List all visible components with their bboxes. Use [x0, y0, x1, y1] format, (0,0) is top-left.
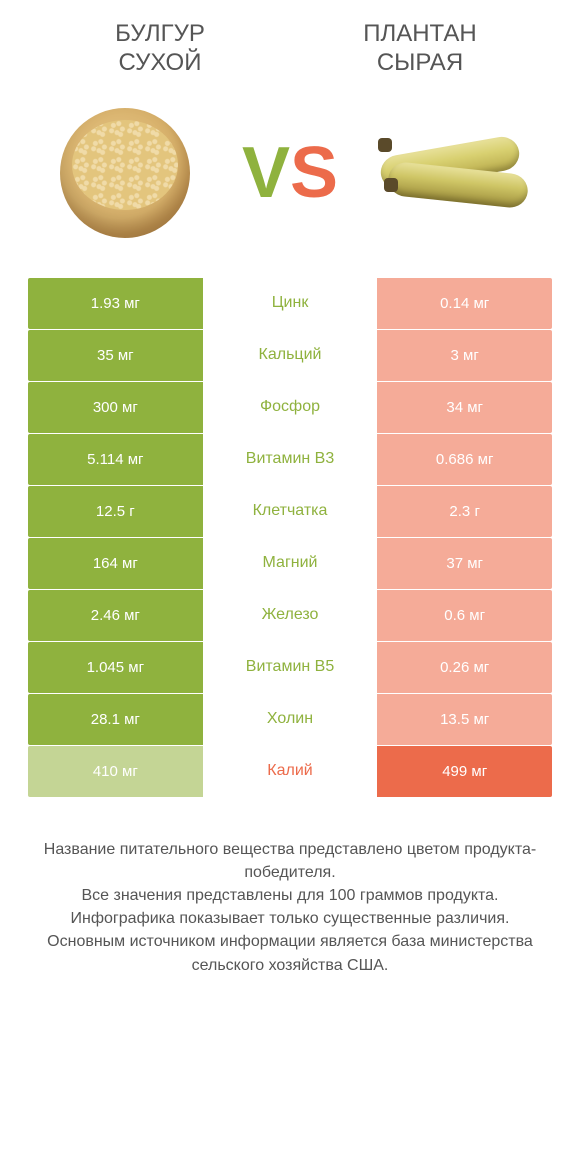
left-value-cell: 35 мг	[28, 330, 203, 381]
right-value-cell: 0.6 мг	[377, 590, 552, 641]
footer-line3: Инфографика показывает только существенн…	[30, 907, 550, 930]
left-product-title: БУЛГУР СУХОЙ	[60, 20, 260, 78]
left-value-cell: 28.1 мг	[28, 694, 203, 745]
vs-v: V	[242, 137, 290, 209]
header: БУЛГУР СУХОЙ ПЛАНТАН СЫРАЯ	[0, 0, 580, 78]
right-product-image	[380, 98, 530, 248]
nutrient-cell: Магний	[203, 538, 378, 589]
comparison-table: 1.93 мгЦинк0.14 мг35 мгКальций3 мг300 мг…	[0, 278, 580, 798]
right-value-cell: 3 мг	[377, 330, 552, 381]
left-value-cell: 12.5 г	[28, 486, 203, 537]
footer-line4: Основным источником информации является …	[30, 930, 550, 976]
left-value-cell: 164 мг	[28, 538, 203, 589]
nutrient-cell: Клетчатка	[203, 486, 378, 537]
nutrient-cell: Калий	[203, 746, 378, 797]
nutrient-cell: Витамин B5	[203, 642, 378, 693]
table-row: 35 мгКальций3 мг	[28, 330, 552, 382]
footer-line2: Все значения представлены для 100 граммо…	[30, 884, 550, 907]
vs-s: S	[290, 137, 338, 209]
right-value-cell: 34 мг	[377, 382, 552, 433]
right-value-cell: 37 мг	[377, 538, 552, 589]
left-value-cell: 300 мг	[28, 382, 203, 433]
nutrient-cell: Витамин B3	[203, 434, 378, 485]
table-row: 300 мгФосфор34 мг	[28, 382, 552, 434]
nutrient-cell: Фосфор	[203, 382, 378, 433]
table-row: 164 мгМагний37 мг	[28, 538, 552, 590]
right-value-cell: 0.26 мг	[377, 642, 552, 693]
left-value-cell: 1.93 мг	[28, 278, 203, 329]
table-row: 2.46 мгЖелезо0.6 мг	[28, 590, 552, 642]
right-value-cell: 499 мг	[377, 746, 552, 797]
right-value-cell: 0.686 мг	[377, 434, 552, 485]
left-value-cell: 2.46 мг	[28, 590, 203, 641]
right-title-line2: СЫРАЯ	[377, 49, 463, 76]
table-row: 1.93 мгЦинк0.14 мг	[28, 278, 552, 330]
nutrient-cell: Кальций	[203, 330, 378, 381]
right-product-title: ПЛАНТАН СЫРАЯ	[320, 20, 520, 78]
right-value-cell: 0.14 мг	[377, 278, 552, 329]
nutrient-cell: Цинк	[203, 278, 378, 329]
left-title-line2: СУХОЙ	[119, 49, 202, 76]
left-value-cell: 1.045 мг	[28, 642, 203, 693]
table-row: 12.5 гКлетчатка2.3 г	[28, 486, 552, 538]
vs-label: VS	[242, 137, 338, 209]
plantain-icon	[380, 128, 530, 218]
table-row: 410 мгКалий499 мг	[28, 746, 552, 798]
right-value-cell: 13.5 мг	[377, 694, 552, 745]
table-row: 28.1 мгХолин13.5 мг	[28, 694, 552, 746]
vs-row: VS	[0, 78, 580, 278]
footer-line1: Название питательного вещества представл…	[30, 838, 550, 884]
right-title-line1: ПЛАНТАН	[363, 20, 477, 47]
table-row: 1.045 мгВитамин B50.26 мг	[28, 642, 552, 694]
left-value-cell: 410 мг	[28, 746, 203, 797]
left-product-image	[50, 98, 200, 248]
left-title-line1: БУЛГУР	[115, 20, 205, 47]
nutrient-cell: Железо	[203, 590, 378, 641]
footer-notes: Название питательного вещества представл…	[0, 798, 580, 977]
bulgur-icon	[60, 108, 190, 238]
right-value-cell: 2.3 г	[377, 486, 552, 537]
nutrient-cell: Холин	[203, 694, 378, 745]
left-value-cell: 5.114 мг	[28, 434, 203, 485]
table-row: 5.114 мгВитамин B30.686 мг	[28, 434, 552, 486]
